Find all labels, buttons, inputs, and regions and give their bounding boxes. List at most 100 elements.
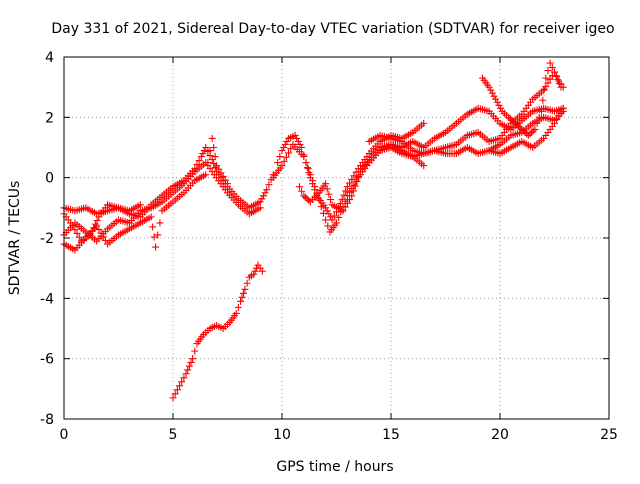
data-point xyxy=(258,267,266,275)
data-point xyxy=(495,101,503,109)
data-point xyxy=(551,68,558,76)
data-point xyxy=(540,85,548,93)
data-point xyxy=(322,180,330,188)
data-point xyxy=(513,121,521,129)
data-point xyxy=(487,86,495,94)
data-point xyxy=(281,140,289,148)
data-point xyxy=(187,358,195,366)
data-point xyxy=(221,176,229,184)
data-point xyxy=(317,203,325,211)
data-point xyxy=(330,212,338,220)
data-point xyxy=(287,145,295,153)
data-point xyxy=(189,355,197,363)
data-point xyxy=(346,188,354,196)
data-point xyxy=(97,229,105,237)
data-point xyxy=(202,171,210,179)
x-tick-label: 15 xyxy=(382,427,400,443)
x-tick-label: 25 xyxy=(600,427,618,443)
data-point xyxy=(208,134,216,142)
data-point xyxy=(351,182,359,190)
data-point xyxy=(241,285,249,293)
data-point xyxy=(555,112,563,120)
y-tick-label: 0 xyxy=(45,171,54,187)
data-point xyxy=(488,89,496,97)
data-point xyxy=(282,153,290,161)
data-point xyxy=(303,164,311,172)
data-point xyxy=(199,150,207,158)
data-point xyxy=(559,83,567,91)
data-point xyxy=(208,156,216,164)
data-point xyxy=(505,113,513,121)
data-point xyxy=(516,124,524,132)
data-point xyxy=(521,128,529,136)
data-point xyxy=(333,219,340,227)
data-point xyxy=(553,73,561,81)
data-point xyxy=(305,196,313,204)
y-tick-label: -8 xyxy=(40,412,54,428)
data-point xyxy=(342,187,350,195)
data-point xyxy=(296,140,304,148)
data-point xyxy=(322,216,330,224)
y-axis-label: SDTVAR / TECUs xyxy=(7,181,23,296)
series-track-k xyxy=(485,104,567,158)
data-point xyxy=(322,204,330,212)
data-point xyxy=(280,157,288,165)
y-tick-label: -6 xyxy=(40,352,54,368)
grid-layer xyxy=(64,57,609,419)
data-point xyxy=(101,236,109,244)
data-point xyxy=(86,231,94,239)
tick-layer: 0 5 10 15 20 25 -8 -6 -4 -2 0 2 4 xyxy=(40,50,618,443)
data-point xyxy=(173,386,181,394)
data-point xyxy=(343,183,351,191)
data-point xyxy=(323,185,331,193)
data-point xyxy=(283,137,291,145)
data-point xyxy=(169,394,177,402)
data-point xyxy=(206,147,214,155)
data-point xyxy=(88,227,96,235)
data-point xyxy=(136,201,144,209)
data-point xyxy=(285,149,293,157)
data-point xyxy=(280,144,288,151)
data-point xyxy=(90,224,98,232)
data-point xyxy=(265,181,273,189)
data-point xyxy=(91,220,99,228)
data-point xyxy=(211,153,219,161)
data-point xyxy=(238,293,246,301)
data-point xyxy=(178,378,186,386)
data-point xyxy=(99,233,107,241)
data-point xyxy=(546,59,554,67)
data-point xyxy=(154,231,162,239)
data-point xyxy=(557,108,565,116)
data-point xyxy=(540,86,548,94)
data-point xyxy=(243,279,251,287)
data-point xyxy=(537,107,545,115)
data-point xyxy=(510,118,518,126)
data-point xyxy=(150,233,158,241)
y-tick-label: 2 xyxy=(45,110,54,126)
data-point xyxy=(302,159,310,167)
data-point xyxy=(340,191,348,199)
data-point xyxy=(315,196,323,204)
data-point xyxy=(346,179,354,187)
data-point xyxy=(529,127,537,135)
data-point xyxy=(341,203,349,211)
data-point xyxy=(234,303,242,311)
data-point xyxy=(215,165,223,173)
data-point xyxy=(533,119,541,127)
data-point xyxy=(210,144,218,151)
data-layer xyxy=(60,59,567,402)
data-point xyxy=(535,113,543,121)
data-point xyxy=(328,216,336,224)
x-tick-label: 10 xyxy=(273,427,291,443)
data-point xyxy=(304,165,312,173)
data-point xyxy=(519,127,527,135)
data-point xyxy=(239,289,247,297)
data-point xyxy=(511,119,519,127)
data-point xyxy=(346,196,354,204)
data-point xyxy=(492,95,500,103)
data-point xyxy=(350,187,358,195)
x-tick-label: 0 xyxy=(60,427,69,443)
series-track-l xyxy=(169,261,266,402)
